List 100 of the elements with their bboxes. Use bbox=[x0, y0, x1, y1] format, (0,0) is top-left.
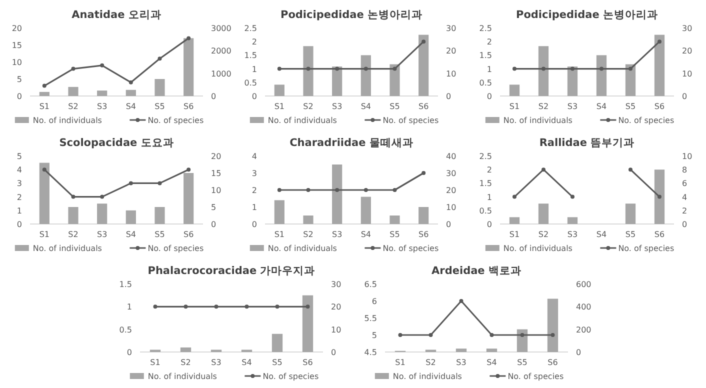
x-tick-label: S5 bbox=[517, 358, 528, 367]
y2-tick-label: 40 bbox=[446, 152, 456, 161]
bar bbox=[302, 295, 314, 352]
x-tick-label: S1 bbox=[39, 230, 50, 239]
y2-tick-label: 20 bbox=[446, 186, 456, 195]
bar bbox=[154, 207, 165, 224]
y-tick-label: 2 bbox=[486, 166, 492, 175]
y-tick-label: 0 bbox=[16, 220, 22, 229]
legend-label: No. of individuals bbox=[392, 372, 462, 381]
x-tick-label: S5 bbox=[390, 102, 400, 111]
y2-tick-label: 20 bbox=[446, 46, 456, 56]
y-tick-label: 1 bbox=[486, 64, 492, 74]
y-tick-label: 4 bbox=[252, 152, 257, 161]
x-tick-label: S1 bbox=[509, 102, 520, 111]
y-tick-label: 0.5 bbox=[244, 78, 257, 88]
x-tick-label: S3 bbox=[96, 102, 108, 111]
y2-tick-label: 2 bbox=[682, 206, 688, 216]
point bbox=[100, 194, 104, 199]
legend-label: No. of individuals bbox=[32, 116, 102, 125]
x-tick-label: S2 bbox=[68, 230, 78, 239]
y-tick-label: 0.5 bbox=[479, 206, 492, 216]
bar bbox=[509, 84, 520, 96]
y2-tick-label: 0 bbox=[446, 92, 452, 101]
y-tick-label: 1 bbox=[252, 203, 257, 212]
y-tick-label: 0 bbox=[126, 348, 132, 357]
y-tick-label: 2.5 bbox=[479, 24, 492, 33]
point bbox=[158, 56, 162, 61]
y-tick-label: 6.5 bbox=[364, 280, 377, 289]
x-tick-label: S5 bbox=[625, 230, 636, 239]
x-tick-label: S6 bbox=[183, 230, 194, 239]
x-tick-label: S6 bbox=[548, 358, 558, 367]
x-tick-label: S3 bbox=[567, 230, 578, 239]
y-tick-label: 0 bbox=[16, 92, 22, 101]
y2-tick-label: 10 bbox=[446, 203, 456, 212]
bar bbox=[567, 66, 578, 96]
legend-label: No. of species bbox=[618, 244, 674, 253]
y-tick-label: 3 bbox=[252, 169, 257, 178]
y2-tick-label: 0 bbox=[331, 348, 336, 357]
y-tick-label: 0 bbox=[486, 220, 492, 229]
bar bbox=[654, 34, 665, 96]
bar bbox=[126, 90, 136, 96]
x-tick-label: S5 bbox=[390, 230, 400, 239]
x-tick-label: S1 bbox=[509, 230, 520, 239]
bar bbox=[567, 217, 578, 224]
x-tick-label: S1 bbox=[395, 358, 406, 367]
y2-tick-label: 200 bbox=[576, 325, 592, 334]
x-tick-label: S3 bbox=[456, 358, 466, 367]
x-tick-label: S3 bbox=[332, 230, 342, 239]
legend-label: No. of individuals bbox=[268, 116, 337, 125]
chart-title: Scolopacidae 도요과 bbox=[59, 137, 174, 149]
y2-tick-label: 30 bbox=[446, 169, 456, 178]
bar bbox=[486, 348, 498, 352]
x-tick-label: S2 bbox=[303, 102, 314, 111]
x-tick-label: S4 bbox=[126, 102, 136, 111]
legend-label: No. of individuals bbox=[148, 372, 217, 381]
point bbox=[128, 181, 133, 186]
y2-tick-label: 4 bbox=[682, 192, 688, 202]
y-tick-label: 0 bbox=[252, 220, 257, 229]
y-tick-label: 2.5 bbox=[479, 152, 492, 161]
legend-label: No. of species bbox=[618, 116, 674, 125]
bar bbox=[272, 334, 283, 352]
y2-tick-label: 10 bbox=[682, 152, 692, 161]
x-tick-label: S3 bbox=[332, 102, 342, 111]
x-tick-label: S5 bbox=[154, 230, 165, 239]
x-tick-label: S4 bbox=[596, 102, 607, 111]
x-tick-label: S1 bbox=[150, 358, 160, 367]
y2-tick-label: 10 bbox=[446, 69, 456, 78]
y-tick-label: 2 bbox=[486, 38, 492, 47]
bar bbox=[390, 64, 400, 96]
y-tick-label: 1.5 bbox=[244, 51, 257, 60]
bar bbox=[625, 204, 636, 224]
y-tick-label: 2 bbox=[252, 38, 257, 47]
x-tick-label: S4 bbox=[242, 358, 252, 367]
legend-label: No. of species bbox=[382, 116, 439, 125]
y2-tick-label: 600 bbox=[576, 280, 592, 289]
x-tick-label: S4 bbox=[360, 102, 372, 111]
bar bbox=[390, 216, 400, 224]
y2-tick-label: 30 bbox=[682, 24, 692, 33]
bar bbox=[360, 55, 371, 96]
y-tick-label: 2 bbox=[16, 192, 22, 202]
x-tick-label: S4 bbox=[596, 230, 607, 239]
bar bbox=[456, 348, 467, 352]
y2-tick-label: 20 bbox=[211, 152, 222, 161]
y-tick-label: 6 bbox=[372, 297, 377, 306]
legend-label: No. of individuals bbox=[32, 244, 102, 253]
x-tick-label: S3 bbox=[211, 358, 222, 367]
y-tick-label: 1 bbox=[252, 64, 257, 74]
y2-tick-label: 400 bbox=[576, 302, 592, 312]
chart-title: Phalacrocoracidae 가마우지과 bbox=[148, 265, 316, 277]
y-tick-label: 10 bbox=[12, 58, 22, 67]
y2-tick-label: 30 bbox=[446, 24, 456, 33]
point bbox=[42, 84, 46, 88]
bar bbox=[625, 64, 636, 96]
y2-tick-label: 5 bbox=[211, 203, 216, 212]
bar bbox=[332, 66, 342, 96]
bar bbox=[184, 38, 194, 96]
point bbox=[100, 63, 104, 68]
x-tick-label: S2 bbox=[180, 358, 191, 367]
y2-tick-label: 20 bbox=[331, 302, 342, 312]
y2-tick-label: 20 bbox=[682, 46, 692, 56]
